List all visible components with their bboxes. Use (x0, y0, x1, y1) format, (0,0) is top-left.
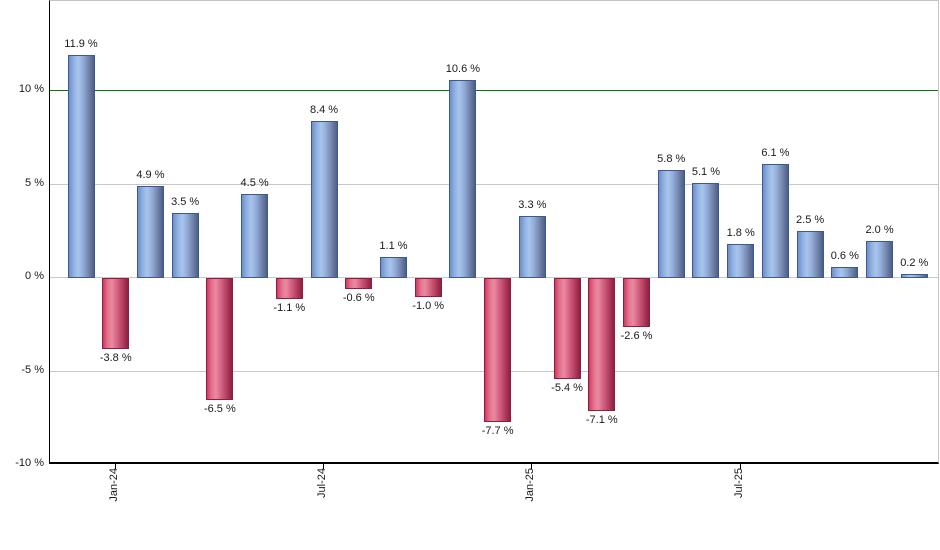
bar (900, 274, 928, 278)
x-tick-label: Jan-24 (108, 468, 120, 502)
bar (866, 241, 894, 278)
bar (623, 278, 651, 327)
bar (553, 278, 581, 379)
y-tick-label: 10 % (18, 83, 44, 95)
bar-value-label: -6.5 % (203, 403, 236, 415)
bar-value-label: 5.8 % (657, 153, 686, 165)
gridline (50, 277, 938, 278)
bar (727, 244, 755, 278)
bar-value-label: 1.8 % (726, 227, 755, 239)
bar-value-label: -7.7 % (481, 425, 514, 437)
bar (206, 278, 234, 400)
bar-value-label: 5.1 % (691, 166, 721, 178)
bar-value-label: -1.0 % (412, 300, 445, 312)
bar-value-label: 0.6 % (830, 250, 859, 262)
bar-value-label: 6.1 % (761, 147, 790, 159)
bar (518, 216, 546, 278)
bar-value-label: 8.4 % (309, 104, 339, 116)
bar (692, 183, 720, 278)
bar-value-label: 10.6 % (445, 63, 481, 75)
bar (379, 257, 407, 278)
y-tick-label: 0 % (25, 270, 44, 282)
x-tick-label: Jul-25 (733, 468, 745, 498)
x-tick-mark (740, 463, 741, 469)
bar-value-label: -5.4 % (551, 382, 583, 394)
x-tick-mark (531, 463, 532, 469)
bar (588, 278, 616, 411)
bar-value-label: -7.1 % (585, 414, 618, 426)
x-tick-mark (115, 463, 116, 469)
y-tick-label: -10 % (15, 457, 44, 469)
bar (102, 278, 130, 349)
y-tick-label: -5 % (21, 363, 44, 376)
bar-value-label: 2.5 % (796, 214, 825, 226)
bar-value-label: 3.5 % (171, 196, 200, 208)
x-tick-mark (323, 463, 324, 469)
bar-value-label: -0.6 % (342, 292, 375, 304)
bar (67, 55, 95, 278)
bar-value-label: -2.6 % (620, 330, 653, 342)
bar (796, 231, 824, 278)
x-tick-label: Jan-25 (524, 468, 536, 502)
bar-value-label: 2.0 % (865, 224, 894, 236)
bar (171, 213, 199, 278)
reference-line (50, 90, 938, 91)
bar-value-label: 4.9 % (136, 169, 165, 181)
bar-value-label: 11.9 % (64, 38, 98, 50)
bar (657, 170, 685, 278)
bar (310, 121, 338, 278)
x-tick-label: Jul-24 (316, 468, 328, 498)
bar-value-label: 4.5 % (240, 177, 269, 189)
bar-value-label: 1.1 % (379, 240, 408, 252)
bar (275, 278, 303, 299)
plot-area: 11.9 % -3.8 % 4.9 % 3.5 % -6.5 % 4.5 % -1.1 % 8… (49, 0, 939, 464)
y-tick-label: 5 % (25, 176, 44, 189)
bar (449, 80, 477, 278)
bar (414, 278, 442, 297)
bar (241, 194, 269, 278)
gridline (50, 183, 938, 185)
bar (761, 164, 789, 278)
bar (345, 278, 373, 289)
bar (831, 267, 859, 278)
bar-value-label: -3.8 % (99, 352, 132, 364)
bar-value-label: 3.3 % (518, 199, 547, 211)
bar-value-label: -1.1 % (273, 302, 306, 314)
bar (136, 186, 164, 278)
bar-value-label: 0.2 % (900, 257, 929, 269)
bar (484, 278, 512, 422)
